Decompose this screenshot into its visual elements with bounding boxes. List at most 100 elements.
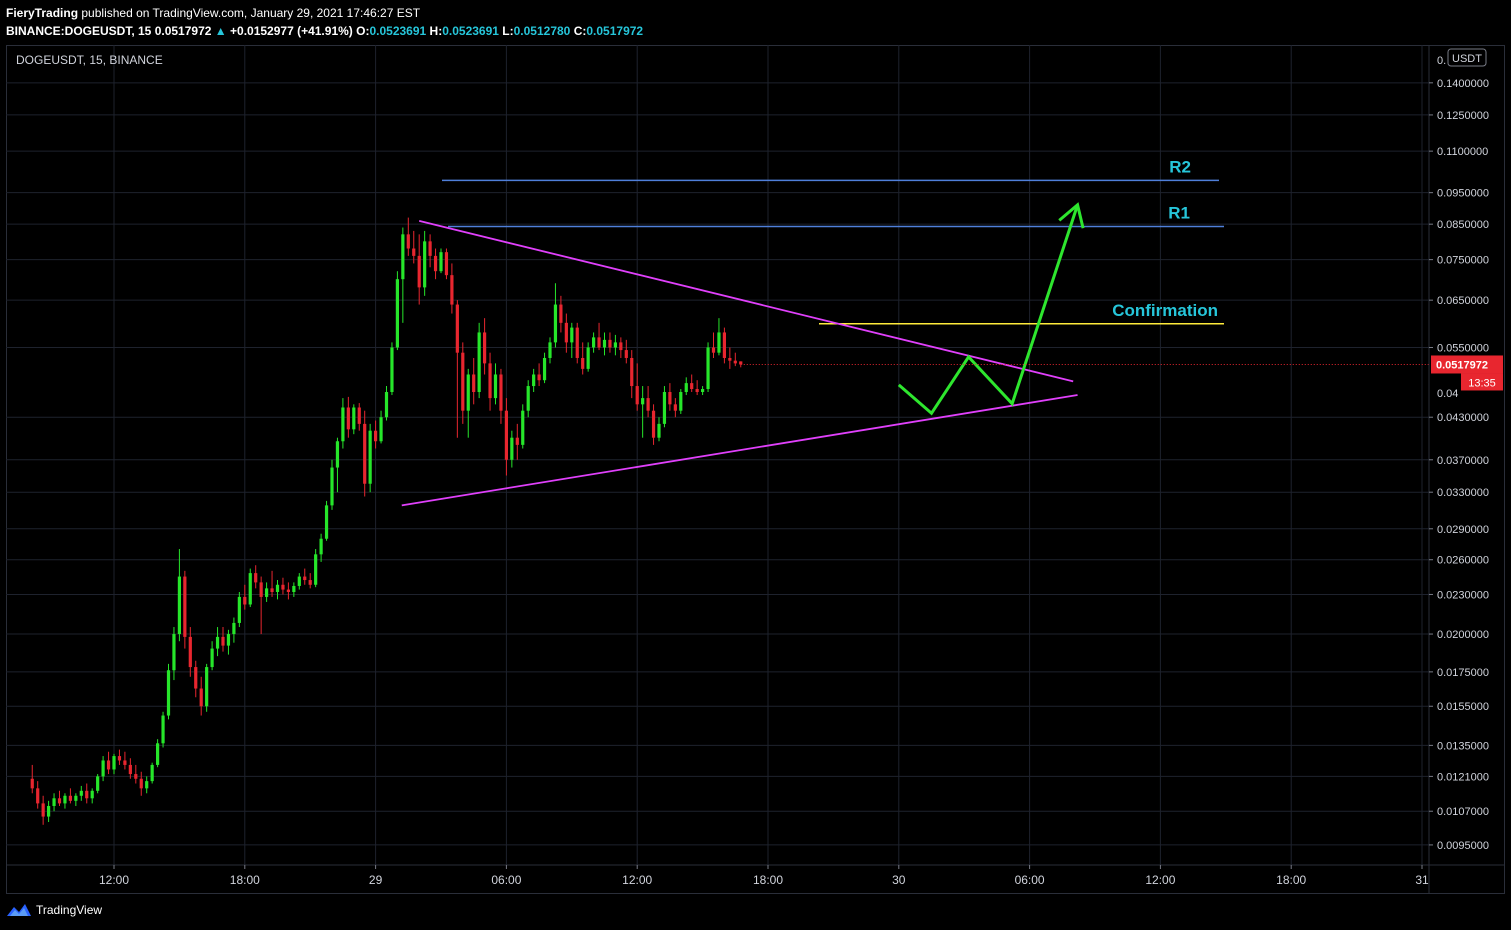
candle-body <box>532 374 536 387</box>
candle <box>308 573 312 589</box>
candle-body <box>706 347 710 390</box>
candle-body <box>711 347 716 353</box>
candle <box>96 774 100 794</box>
candle-body <box>270 588 274 593</box>
candle-body <box>504 410 508 460</box>
candle <box>117 749 122 765</box>
candle-body <box>526 386 530 411</box>
candle-body <box>483 332 487 364</box>
candle <box>205 663 209 712</box>
price-axis[interactable]: 0.1400000 0.1250000 0.1100000 0.0950000 0.08… <box>1428 45 1503 894</box>
candle-body <box>123 760 127 765</box>
candle-body <box>575 327 579 358</box>
candle <box>679 389 683 414</box>
candle <box>455 300 459 438</box>
drawings[interactable]: R2 R1 Confirmation <box>401 157 1429 507</box>
candle-body <box>739 361 743 365</box>
candle-body <box>379 417 383 442</box>
lower-trendline[interactable] <box>401 394 1078 507</box>
candle <box>52 793 56 812</box>
candle <box>150 762 154 784</box>
candle-body <box>47 805 51 817</box>
price-chart[interactable]: R2 R1 Confirmation 0.1400000 0.1250000 0.110… <box>6 45 1505 894</box>
published-info: published on TradingView.com, January 29… <box>81 6 421 20</box>
candle <box>630 350 634 399</box>
price-tick-label: 0.0750000 <box>1437 255 1489 267</box>
candle <box>537 363 541 387</box>
candle-body <box>254 573 258 583</box>
projection-path[interactable] <box>897 204 1079 416</box>
candle-body <box>101 760 105 777</box>
candle-body <box>341 407 345 442</box>
chart-symbol-title: DOGEUSDT, 15, BINANCE <box>16 53 163 67</box>
candle-body <box>728 357 732 361</box>
candle <box>297 573 301 590</box>
candle-body <box>374 430 378 442</box>
candle <box>341 398 345 449</box>
candle <box>183 570 187 649</box>
candle <box>324 500 329 541</box>
candle <box>472 357 476 405</box>
high-label: H: <box>429 24 443 38</box>
time-axis[interactable]: 12:00 18:00 29 06:00 12:00 18:00 30 06:00 12:00 1… <box>6 864 1505 887</box>
candle-body <box>259 582 263 597</box>
candle-body <box>275 584 280 593</box>
candle <box>210 641 214 671</box>
candle-body <box>134 774 138 779</box>
candle-body <box>450 275 454 305</box>
candle <box>134 764 138 784</box>
low-label: L: <box>502 24 514 38</box>
candle-body <box>412 248 416 256</box>
symbol-line: BINANCE:DOGEUSDT, 15 <box>6 24 152 38</box>
candle-body <box>172 634 176 671</box>
time-tick-label: 12:00 <box>99 873 129 887</box>
candle <box>390 342 394 396</box>
time-tick-label: 12:00 <box>622 873 652 887</box>
upper-trendline[interactable] <box>418 219 1074 383</box>
price-change: +0.0152977 (+41.91%) <box>230 24 353 38</box>
candle <box>281 577 285 595</box>
candle-body <box>210 648 214 668</box>
candle <box>608 332 612 353</box>
candle <box>570 322 574 358</box>
candle-body <box>548 342 552 358</box>
candle-body <box>679 392 683 411</box>
candle-body <box>444 252 449 276</box>
candle-body <box>36 788 40 804</box>
currency-badge[interactable]: USDT <box>1447 48 1487 67</box>
candle-body <box>205 667 209 707</box>
candle <box>515 423 519 460</box>
candle <box>701 386 705 396</box>
candle <box>172 627 176 681</box>
candle-body <box>106 760 111 770</box>
candle <box>439 248 443 274</box>
candle <box>559 295 563 333</box>
candle-body <box>308 580 312 585</box>
candle <box>79 785 83 801</box>
candle-body <box>52 798 56 806</box>
candle <box>635 363 639 411</box>
candle-body <box>597 337 601 348</box>
countdown-label: 13:35 <box>1468 377 1496 389</box>
candle <box>330 459 334 510</box>
candle-body <box>335 441 340 468</box>
candle <box>139 771 143 796</box>
price-tick-label: 0.0095000 <box>1437 840 1489 852</box>
price-tick-label: 0.0850000 <box>1437 219 1489 231</box>
candle-body <box>668 392 672 405</box>
candle-body <box>324 505 329 539</box>
candle-body <box>608 339 612 348</box>
candle <box>41 795 45 825</box>
candle-body <box>673 404 677 411</box>
candle <box>374 420 378 449</box>
candle-body <box>297 576 301 586</box>
candle-body <box>145 781 149 789</box>
candle-body <box>303 576 307 581</box>
candle-body <box>363 423 367 484</box>
candle-body <box>384 392 389 418</box>
candle <box>532 368 536 393</box>
footer-brand[interactable]: TradingView <box>6 902 102 918</box>
candle-body <box>722 332 726 358</box>
author-name[interactable]: FieryTrading <box>6 6 79 20</box>
candle <box>101 756 105 782</box>
